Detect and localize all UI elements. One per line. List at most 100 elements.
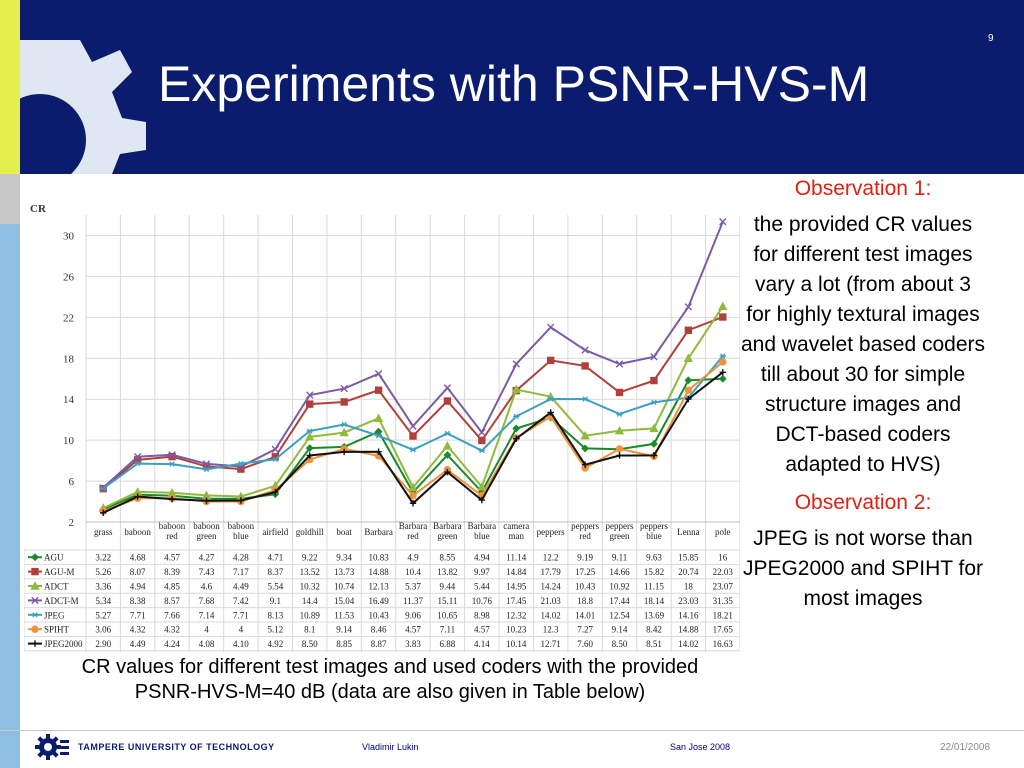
table-cell-value: 14.4 (302, 596, 318, 606)
data-point (134, 460, 141, 467)
table-cell-value: 9.06 (405, 610, 421, 620)
table-cell-value: 7.43 (199, 567, 215, 577)
data-point (512, 424, 521, 433)
legend-entry: AGU (28, 553, 64, 563)
legend-label: JPEG (44, 610, 65, 620)
data-point (444, 430, 451, 437)
table-cell-value: 4.14 (474, 639, 490, 649)
table-cell-value: 18.14 (644, 596, 665, 606)
table-cell-value: 5.44 (474, 582, 490, 592)
table-cell-value: 10.4 (405, 567, 421, 577)
data-point (409, 500, 417, 507)
data-point (409, 422, 417, 430)
footer-date: 22/01/2008 (940, 742, 991, 753)
data-point (512, 360, 520, 368)
table-cell-value: 21.03 (541, 596, 562, 606)
data-point (547, 409, 554, 416)
x-tick-label: peppers red (571, 521, 599, 541)
table-cell-value: 9.1 (270, 596, 281, 606)
table-cell-value: 8.85 (336, 639, 352, 649)
table-cell-value: 14.95 (506, 582, 527, 592)
data-point (306, 428, 313, 434)
table-cell-value: 13.69 (644, 610, 665, 620)
table-cell-value: 6.88 (440, 639, 456, 649)
table-cell-value: 5.27 (95, 610, 111, 620)
table-cell-value: 8.39 (164, 567, 180, 577)
accent-stripe (0, 0, 20, 174)
table-cell-value: 5.26 (95, 567, 111, 577)
data-point (272, 456, 279, 462)
series-agu-m (99, 313, 727, 493)
table-cell-value: 10.83 (368, 553, 389, 563)
series-adct-m (99, 217, 727, 492)
data-point (271, 445, 280, 454)
y-tick-label: 10 (63, 435, 75, 447)
table-cell-value: 14.01 (575, 610, 595, 620)
table-cell-value: 8.50 (612, 639, 628, 649)
observation-1-text: the provided CR values for different tes… (741, 213, 985, 476)
data-point (375, 448, 382, 455)
table-cell-value: 13.82 (437, 567, 457, 577)
data-point (442, 441, 453, 450)
data-point (306, 391, 314, 399)
x-tick-label: Barbara green (433, 521, 461, 541)
x-tick-label: peppers (537, 527, 565, 537)
header-band: 9 Experiments with PSNR-HVS-M (0, 0, 1024, 174)
data-point (546, 323, 555, 331)
table-cell-value: 8.42 (646, 625, 662, 635)
data-point (443, 384, 452, 392)
table-cell-value: 4.24 (164, 639, 180, 649)
data-point (168, 461, 176, 467)
x-tick-label: Barbara blue (468, 521, 496, 541)
observation-2-text: JPEG is not worse than JPEG2000 and SPIH… (742, 527, 984, 610)
table-cell-value: 14.16 (678, 610, 699, 620)
data-point (581, 444, 590, 453)
y-tick-label: 2 (69, 517, 75, 529)
table-cell-value: 9.97 (474, 567, 490, 577)
table-cell-value: 5.37 (405, 582, 421, 592)
slide-title: Experiments with PSNR-HVS-M (158, 56, 870, 112)
data-point (581, 461, 589, 468)
data-point (615, 388, 624, 397)
data-point (374, 386, 383, 394)
table-cell-value: 9.22 (302, 553, 318, 563)
table-cell-value: 11.37 (403, 596, 423, 606)
table-cell-value: 4.10 (233, 639, 249, 649)
table-cell-value: 8.38 (130, 596, 146, 606)
table-cell-value: 4.94 (130, 582, 146, 592)
table-cell-value: 10.89 (300, 610, 321, 620)
data-point (409, 492, 417, 500)
university-gear-logo-icon (35, 734, 69, 760)
table-cell-value: 4.28 (233, 553, 249, 563)
footer-university: TAMPERE UNIVERSITY OF TECHNOLOGY (78, 742, 275, 752)
data-point (719, 217, 727, 226)
table-cell-value: 8.51 (646, 639, 662, 649)
x-tick-label: peppers blue (640, 521, 668, 541)
data-point (719, 358, 727, 366)
data-point (203, 497, 210, 504)
table-cell-value: 17.45 (506, 596, 527, 606)
table-cell-value: 8.87 (371, 639, 387, 649)
series-line (102, 305, 724, 510)
table-cell-value: 22.03 (713, 567, 734, 577)
data-point (443, 451, 452, 459)
data-point (546, 356, 555, 365)
data-point (650, 452, 658, 459)
data-point (511, 384, 521, 394)
legend-entry: SPIHT (28, 625, 70, 635)
table-cell-value: 8.37 (267, 567, 283, 577)
table-cell-value: 9.14 (336, 625, 352, 635)
data-point (409, 447, 417, 453)
table-cell-value: 15.04 (334, 596, 355, 606)
data-point (650, 376, 658, 385)
table-cell-value: 14.66 (609, 567, 630, 577)
table-cell-value: 17.44 (609, 596, 630, 606)
table-cell-value: 12.54 (609, 610, 630, 620)
data-point (478, 436, 486, 445)
data-point (684, 386, 693, 394)
gear-watermark-icon (20, 40, 146, 174)
cr-chart: 2 6 10 14 18 22 26 30 CR grass baboon baboon red bab… (23, 200, 741, 655)
data-point (650, 440, 658, 448)
table-cell-value: 12.32 (506, 610, 526, 620)
table-cell-value: 7.71 (233, 610, 249, 620)
